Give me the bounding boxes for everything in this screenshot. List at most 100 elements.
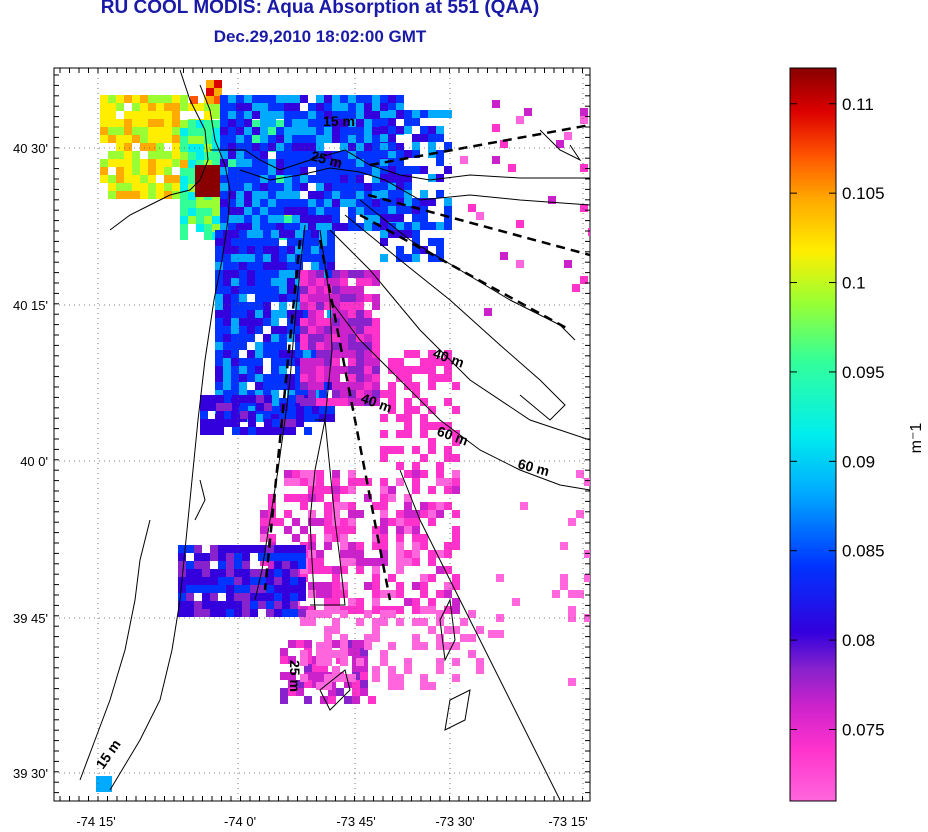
data-pixel [226,545,234,553]
data-pixel [300,135,308,143]
data-pixel [242,561,250,569]
data-pixel [303,246,311,254]
data-pixel [428,110,436,118]
data-pixel [287,390,295,398]
data-pixel [412,534,420,542]
data-pixel [496,630,504,638]
data-pixel [247,270,255,278]
data-pixel [412,598,420,606]
data-pixel [308,286,316,294]
data-pixel [252,127,260,135]
data-pixel [300,183,308,191]
data-pixel [340,302,348,310]
data-pixel [332,294,340,302]
data-pixel [242,569,250,577]
data-pixel [436,134,444,142]
data-pixel [140,183,148,191]
data-pixel [172,143,180,151]
data-pixel [304,696,312,704]
data-pixel [188,176,196,184]
data-pixel [332,486,340,494]
data-pixel [584,614,590,622]
data-pixel [156,151,164,159]
data-pixel [231,326,239,334]
data-pixel [244,167,252,175]
data-pixel [332,286,340,294]
data-pixel [295,326,303,334]
data-pixel [444,454,452,462]
data-pixel [340,350,348,358]
data-pixel [404,374,412,382]
data-pixel [236,151,244,159]
data-pixel [290,553,298,561]
data-pixel [276,95,284,103]
data-pixel [332,618,340,626]
data-pixel [308,215,316,223]
data-pixel [348,302,356,310]
data-pixel [356,302,364,310]
data-pixel [271,318,279,326]
data-pixel [279,366,287,374]
data-pixel [256,395,264,403]
data-pixel [580,164,588,172]
data-pixel [164,95,172,103]
data-pixel [242,593,250,601]
data-pixel [340,550,348,558]
data-pixel [428,598,436,606]
data-pixel [348,207,356,215]
data-pixel [372,634,380,642]
data-pixel [190,96,198,104]
data-pixel [348,382,356,390]
data-pixel [271,326,279,334]
data-pixel [476,666,484,674]
data-pixel [276,518,284,526]
data-pixel [116,151,124,159]
data-pixel [196,208,204,216]
data-pixel [308,358,316,366]
data-pixel [300,143,308,151]
data-pixel [218,585,226,593]
data-pixel [218,609,226,617]
data-pixel [396,158,404,166]
data-pixel [300,167,308,175]
data-pixel [180,152,188,160]
data-pixel [215,334,223,342]
data-pixel [296,403,304,411]
data-pixel [148,103,156,111]
data-pixel [300,478,308,486]
data-pixel [156,143,164,151]
data-pixel [282,609,290,617]
data-pixel [268,207,276,215]
data-pixel [180,103,188,111]
data-pixel [380,182,388,190]
data-pixel [340,634,348,642]
data-pixel [287,270,295,278]
data-pixel [287,350,295,358]
data-pixel [252,199,260,207]
data-pixel [260,119,268,127]
data-pixel [248,395,256,403]
data-pixel [215,310,223,318]
data-pixel [132,119,140,127]
contour-label-15m: 15 m [323,113,355,129]
data-pixel [223,334,231,342]
data-pixel [240,395,248,403]
data-pixel [396,510,404,518]
data-pixel [231,366,239,374]
data-pixel [380,502,388,510]
data-pixel [404,558,412,566]
data-pixel [428,502,436,510]
data-pixel [255,230,263,238]
data-pixel [300,119,308,127]
data-pixel [404,398,412,406]
data-pixel [364,310,372,318]
data-pixel [276,127,284,135]
data-pixel [295,286,303,294]
data-pixel [239,286,247,294]
data-pixel [324,526,332,534]
data-pixel [292,494,300,502]
data-pixel [560,582,568,590]
data-pixel [308,294,316,302]
data-pixel [364,223,372,231]
data-pixel [276,183,284,191]
